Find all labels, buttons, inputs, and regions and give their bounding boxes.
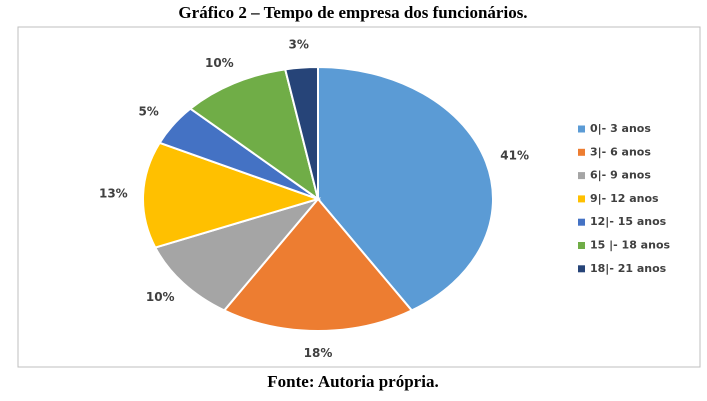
pie-slice — [188, 68, 320, 202]
legend-swatch — [578, 125, 585, 133]
legend-label: 9|- 12 anos — [590, 192, 659, 205]
pie-slice — [222, 197, 414, 332]
legend-label: 18|- 21 anos — [590, 262, 667, 275]
legend-label: 12|- 15 anos — [590, 215, 667, 228]
pie-slice — [142, 141, 322, 249]
data-label: 3% — [289, 38, 309, 52]
legend-label: 6|- 9 anos — [590, 169, 651, 182]
legend-label: 3|- 6 anos — [590, 145, 651, 158]
legend-swatch — [578, 195, 585, 203]
legend-swatch — [578, 218, 585, 226]
legend-swatch — [578, 265, 585, 273]
data-label: 13% — [99, 187, 128, 201]
data-label: 5% — [138, 105, 158, 119]
pie-slice — [283, 65, 319, 200]
pie-slice — [153, 197, 321, 312]
legend-swatch — [578, 172, 585, 180]
legend-swatch — [578, 148, 585, 156]
legend-label: 15 |- 18 anos — [590, 239, 670, 252]
data-label: 41% — [500, 148, 529, 162]
chart-title: Gráfico 2 – Tempo de empresa dos funcion… — [178, 3, 527, 22]
legend-swatch — [578, 242, 585, 249]
legend-label: 0|- 3 anos — [590, 122, 651, 135]
data-label: 18% — [304, 346, 333, 360]
chart-caption: Fonte: Autoria própria. — [267, 372, 438, 391]
data-label: 10% — [205, 56, 234, 70]
data-label: 10% — [146, 290, 175, 304]
